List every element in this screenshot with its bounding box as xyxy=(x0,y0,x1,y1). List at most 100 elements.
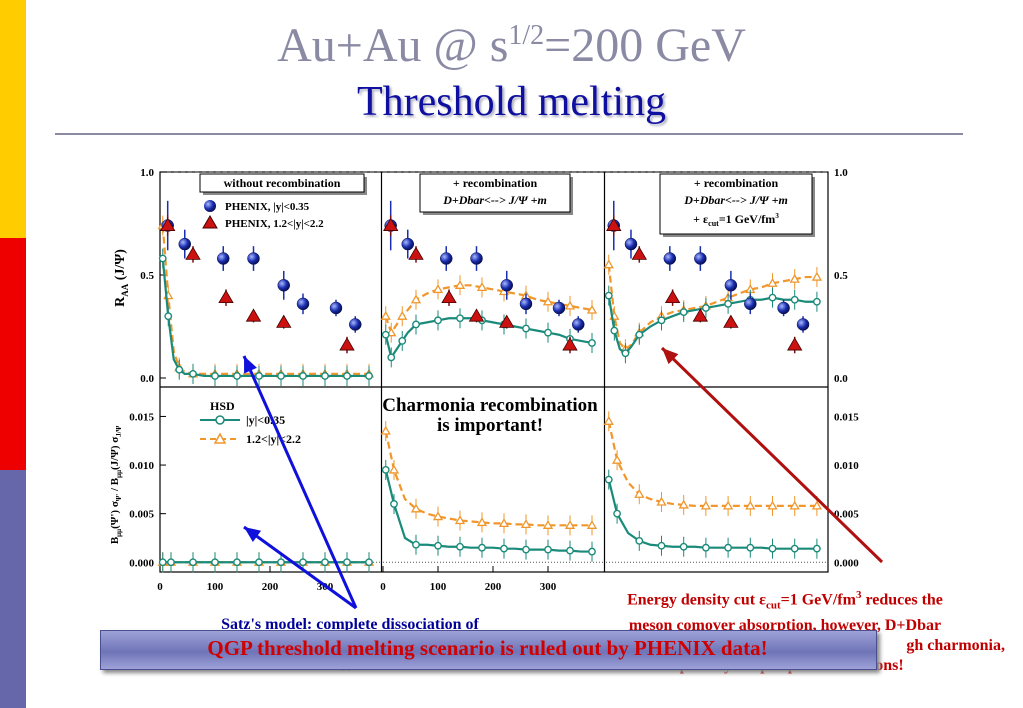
hsd-fwd-bottom-2-point xyxy=(542,520,554,529)
panel-box-line: D+Dbar<--> J/Ψ +m xyxy=(442,193,547,207)
y-tick-label-top-right: 0.0 xyxy=(834,373,848,385)
hsd-fwd-top-3-point xyxy=(789,273,800,283)
hsd-mid-top-3-point xyxy=(813,297,821,306)
hsd-mid-bottom-2-point xyxy=(456,542,464,551)
energy-cut-arrow-shaft xyxy=(660,346,884,564)
title-rule xyxy=(55,133,963,135)
slide-subtitle: Threshold melting xyxy=(356,79,667,125)
satz-arrow-top-head xyxy=(244,356,257,374)
phenix-fwd-point xyxy=(160,217,176,231)
phenix-mid-point xyxy=(277,279,290,292)
hsd-mid-bottom-1-point xyxy=(211,558,219,567)
phenix-mid-point xyxy=(624,237,638,251)
y-tick-label-bottom-right: 0.005 xyxy=(834,509,859,521)
panel-box-line: D+Dbar<--> J/Ψ +m xyxy=(683,193,788,207)
satz-arrow-bottom-shaft xyxy=(243,525,357,610)
hsd-mid-bottom-1-point xyxy=(189,558,197,567)
hsd-mid-bottom-2-point xyxy=(522,545,530,554)
hsd-fwd-bottom-3-point xyxy=(656,496,667,506)
stripe-blue xyxy=(0,470,26,708)
phenix-fwd-point xyxy=(185,246,201,260)
panel-box-2 xyxy=(419,173,571,213)
hsd-mid-top-3-point xyxy=(610,326,619,335)
y-tick-label-bottom-right: 0.010 xyxy=(834,460,859,472)
hsd-fwd-bottom-2-point xyxy=(454,515,466,525)
y-tick-label-bottom-left: 0.010 xyxy=(129,460,154,472)
hsd-mid-bottom-1-point xyxy=(343,558,351,567)
hsd-mid-top-3-point xyxy=(724,299,732,308)
phenix-mid-point xyxy=(217,252,230,265)
phenix-mid-point xyxy=(694,252,707,265)
legend-phenix-fwd-marker xyxy=(202,215,218,229)
phenix-fwd-point xyxy=(218,289,234,304)
y-tick-label-top-right: 0.5 xyxy=(834,270,848,282)
hsd-mid-top-3-point xyxy=(635,330,644,339)
phenix-fwd-point xyxy=(631,246,647,260)
hsd-mid-top-2-point xyxy=(381,330,390,339)
hsd-fwd-bottom-2-point xyxy=(380,425,391,435)
hsd-mid-top-1-point xyxy=(211,372,219,380)
hsd-fwd-top-2-line xyxy=(384,284,593,336)
hsd-mid-top-2-point xyxy=(434,316,442,325)
hsd-mid-top-1-point xyxy=(158,254,167,263)
y-axis-label-top: RAA (J/Ψ) xyxy=(113,249,130,307)
energy-cut-line2: meson comover absorption, however, D+Dba… xyxy=(628,616,942,634)
x-tick-label: 0 xyxy=(157,581,163,593)
phenix-fwd-point xyxy=(692,308,709,322)
legend-phenix-mid-label: PHENIX, |y|<0.35 xyxy=(225,201,310,213)
hsd-fwd-bottom-3-point xyxy=(722,500,734,510)
y-tick-label-bottom-left: 0.015 xyxy=(129,411,154,423)
hsd-fwd-bottom-2-point xyxy=(476,517,488,527)
hsd-mid-top-1-point xyxy=(321,372,329,380)
phenix-fwd-point xyxy=(562,337,578,351)
hsd-fwd-bottom-3-point xyxy=(700,500,712,510)
phenix-fwd-point xyxy=(499,314,515,328)
legend-phenix-mid-marker xyxy=(204,200,216,212)
x-tick-label: 100 xyxy=(430,581,447,593)
phenix-mid-point xyxy=(777,301,790,315)
panel-box-1 xyxy=(199,173,365,193)
hsd-mid-bottom-3-point xyxy=(604,475,613,484)
phenix-fwd-point xyxy=(383,217,399,231)
hsd-fwd-top-2-point xyxy=(454,279,466,289)
hsd-fwd-top-3-point xyxy=(767,277,778,287)
hsd-fwd-top-2-point xyxy=(542,296,554,306)
phenix-mid-point xyxy=(572,318,585,331)
hsd-mid-bottom-2-point xyxy=(588,547,596,556)
phenix-mid-point xyxy=(552,301,566,315)
hsd-mid-top-2-point xyxy=(588,339,596,347)
hsd-fwd-bottom-2-point xyxy=(586,520,598,529)
hsd-mid-top-3-point xyxy=(679,308,688,316)
hsd-mid-bottom-1-point xyxy=(158,558,167,567)
hsd-mid-bottom-3-point xyxy=(635,536,644,545)
hsd-fwd-bottom-3-point xyxy=(634,488,645,498)
phenix-mid-point xyxy=(247,252,260,265)
hsd-mid-bottom-2-point xyxy=(412,540,420,549)
energy-cut-arrow-head xyxy=(662,348,679,365)
hsd-mid-bottom-1-point xyxy=(321,558,329,567)
hsd-mid-top-1-point xyxy=(189,369,197,378)
hsd-mid-top-3-point xyxy=(604,291,613,300)
hsd-mid-top-3-point xyxy=(790,295,799,304)
hsd-legend-fwd-label: 1.2<|y|<2.2 xyxy=(246,432,301,446)
panel-box-3 xyxy=(659,173,813,235)
hsd-mid-top-1-point xyxy=(277,372,285,380)
recombination-note-line2: is important! xyxy=(436,415,544,436)
y-tick-label-bottom-left: 0.005 xyxy=(129,509,154,521)
hsd-fwd-bottom-3-point xyxy=(811,500,823,510)
hsd-fwd-bottom-2-point xyxy=(432,511,444,521)
y-tick-label-bottom-left: 0.000 xyxy=(129,557,154,569)
phenix-mid-point xyxy=(500,279,513,292)
hsd-fwd-top-2-point xyxy=(432,284,444,294)
hsd-mid-top-1-point xyxy=(343,372,351,380)
hsd-mid-top-3-point xyxy=(702,304,710,312)
satz-note-line1: Satz's model: complete dissociation of xyxy=(221,616,479,633)
recombination-note: Charmonia recombination is important! xyxy=(340,396,640,436)
hsd-fwd-bottom-3-point xyxy=(678,499,689,509)
y-axis-label-bottom: Bμμ(Ψ') σΨ' / Bμμ(J/Ψ) σJ/Ψ xyxy=(109,425,123,544)
hsd-mid-top-1-point xyxy=(299,372,307,380)
hsd-mid-bottom-1-point xyxy=(299,558,307,567)
phenix-mid-point xyxy=(178,237,191,251)
y-tick-label-bottom-right: 0.015 xyxy=(834,411,859,423)
